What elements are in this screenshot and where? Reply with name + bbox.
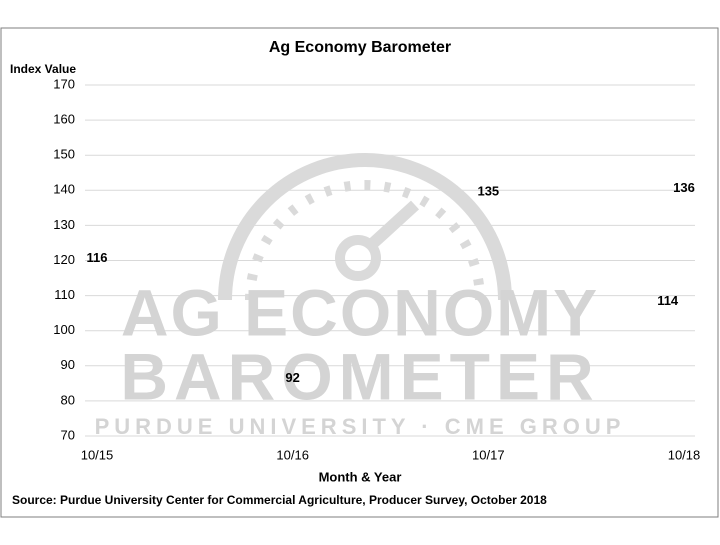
x-axis-label: Month & Year [319, 469, 402, 484]
x-tick-label: 10/15 [81, 447, 114, 462]
y-tick-label: 90 [61, 357, 75, 372]
chart-title: Ag Economy Barometer [269, 39, 451, 56]
y-tick-label: 130 [53, 217, 75, 232]
watermark-text: PURDUE UNIVERSITY · CME GROUP [95, 414, 626, 439]
x-tick-label: 10/18 [668, 447, 701, 462]
source: Source: Purdue University Center for Com… [12, 493, 547, 507]
y-tick-label: 170 [53, 76, 75, 91]
watermark-gauge [218, 153, 512, 301]
y-tick-label: 110 [54, 287, 75, 302]
data-label: 135 [477, 183, 499, 198]
y-tick-label: 80 [61, 392, 75, 407]
data-label: 92 [285, 370, 299, 385]
y-tick-label: 150 [53, 147, 75, 162]
data-label: 114 [657, 293, 679, 308]
x-tick-label: 10/17 [472, 447, 505, 462]
data-label: 116 [87, 250, 108, 265]
y-tick-label: 100 [53, 322, 75, 337]
y-tick-label: 160 [53, 112, 75, 127]
y-axis-label: Index Value [10, 62, 76, 76]
watermark-text: AG ECONOMY [121, 275, 599, 349]
y-tick-label: 70 [61, 427, 75, 442]
x-tick-label: 10/16 [276, 447, 309, 462]
y-tick-label: 140 [53, 182, 75, 197]
data-label: 136 [673, 180, 695, 195]
watermark-text: BAROMETER [120, 339, 599, 413]
y-tick-label: 120 [53, 252, 75, 267]
